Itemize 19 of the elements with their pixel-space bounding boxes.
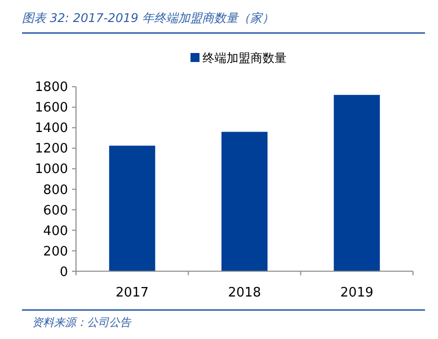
y-tick-label: 1200 — [34, 142, 68, 157]
y-tick-label: 600 — [43, 203, 68, 218]
y-tick-label: 0 — [60, 264, 68, 280]
x-tick-label: 2019 — [340, 285, 374, 300]
bar — [221, 132, 268, 272]
y-tick-label: 800 — [43, 182, 68, 198]
y-tick-label: 1000 — [34, 162, 68, 178]
y-tick-label: 1400 — [34, 121, 68, 136]
y-tick-label: 1800 — [34, 80, 68, 96]
chart-title: 图表 32: 2017-2019 年终端加盟商数量（家） — [22, 11, 274, 25]
x-tick-label: 2017 — [116, 285, 149, 300]
x-tick-label: 2018 — [228, 285, 262, 300]
bar — [109, 146, 156, 272]
legend-label: 终端加盟商数量 — [202, 51, 286, 65]
y-tick-label: 400 — [43, 224, 68, 239]
y-tick-label: 200 — [43, 244, 68, 260]
text: 资料来源：公司公告 — [32, 316, 132, 329]
y-tick-label: 1600 — [34, 100, 68, 116]
bar — [334, 94, 380, 272]
